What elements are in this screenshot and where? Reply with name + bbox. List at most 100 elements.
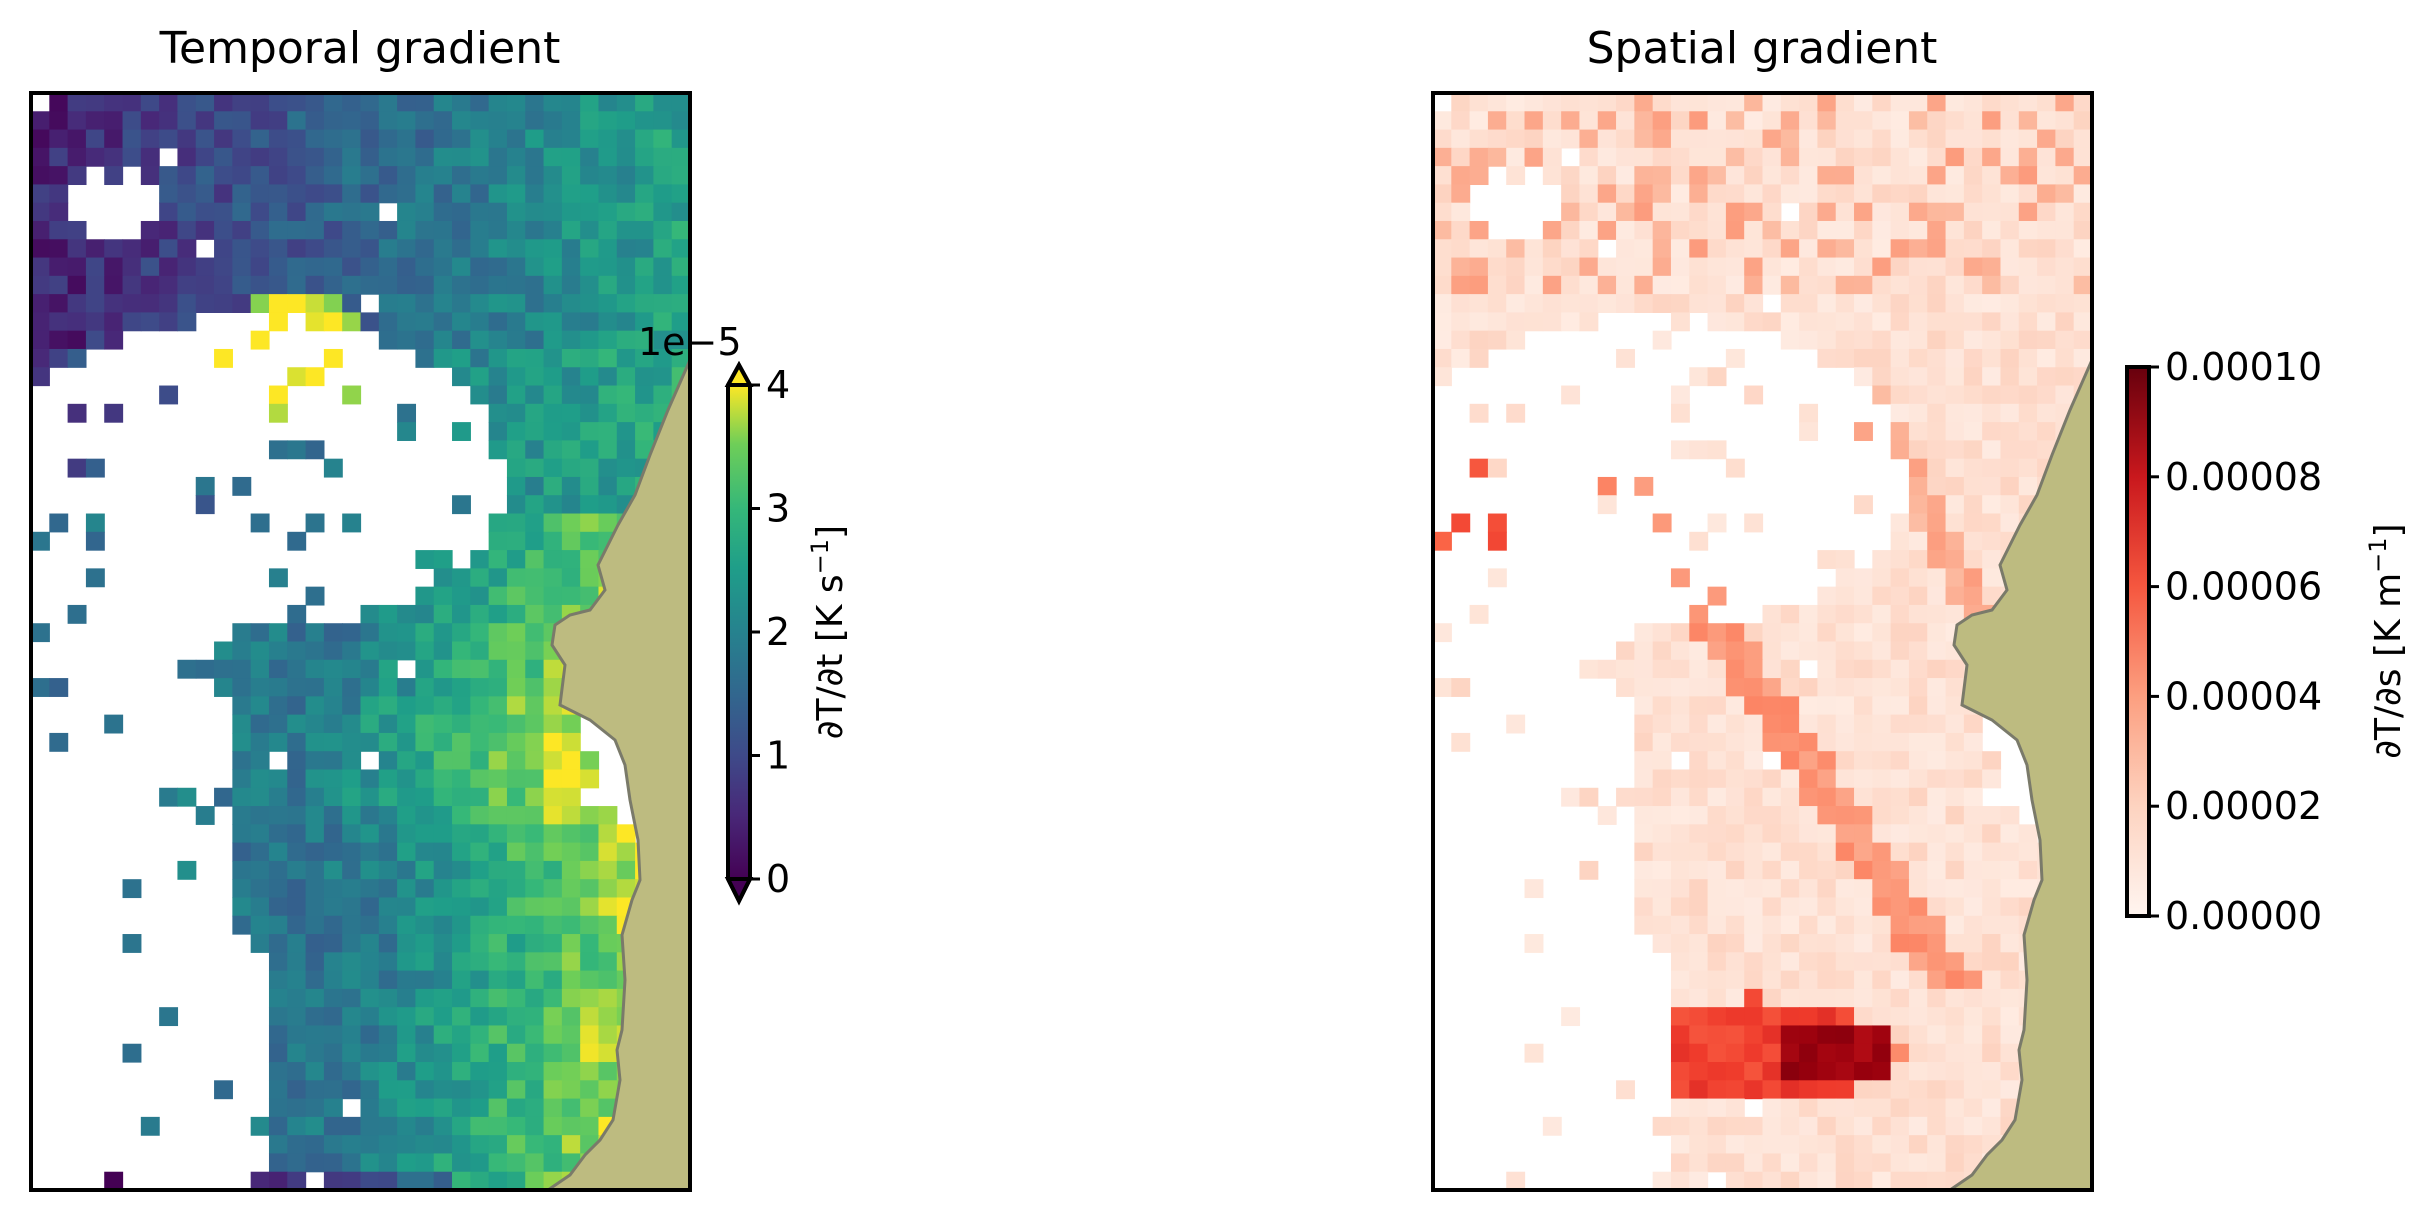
heatmap-cell (378, 787, 398, 807)
heatmap-cell (1854, 879, 1873, 899)
heatmap-cell (1854, 842, 1873, 862)
heatmap-cell (1927, 568, 1947, 588)
heatmap-cell (49, 513, 69, 533)
heatmap-cell (488, 934, 508, 953)
heatmap-cell (323, 294, 343, 313)
heatmap-cell (1945, 531, 1965, 551)
heatmap-cell (342, 1135, 362, 1155)
heatmap-cell (360, 714, 380, 734)
heatmap-cell (268, 202, 288, 222)
heatmap-cell (1854, 129, 1873, 149)
heatmap-cell (598, 970, 618, 990)
heatmap-cell (1542, 239, 1562, 259)
heatmap-cell (1872, 568, 1892, 588)
heatmap-cell (2055, 239, 2075, 259)
heatmap-cell (561, 202, 581, 222)
heatmap-cell (1963, 860, 1983, 880)
heatmap-cell (580, 915, 600, 935)
heatmap-cell (1744, 220, 1764, 240)
heatmap-cell (580, 1043, 600, 1063)
heatmap-cell (1854, 1062, 1873, 1081)
heatmap-cell (543, 275, 563, 295)
heatmap-cell (1963, 1025, 1983, 1045)
heatmap-cell (232, 476, 252, 496)
heatmap-cell (250, 678, 270, 697)
heatmap-cell (360, 970, 380, 990)
heatmap-cell (1927, 220, 1947, 240)
heatmap-cell (250, 220, 270, 240)
heatmap-cell (580, 166, 600, 186)
heatmap-cell (1725, 1135, 1745, 1155)
heatmap-cell (232, 714, 252, 734)
heatmap-cell (653, 367, 673, 387)
heatmap-cell (580, 1062, 600, 1081)
heatmap-cell (305, 586, 325, 606)
heatmap-cell (488, 1171, 508, 1190)
heatmap-cell (287, 787, 307, 807)
heatmap-cell (140, 111, 160, 131)
heatmap-cell (635, 312, 654, 332)
heatmap-cell (525, 714, 545, 734)
heatmap-cell (1908, 513, 1928, 533)
heatmap-cell (1579, 787, 1599, 807)
heatmap-cell (1542, 275, 1562, 295)
heatmap-cell (1725, 1098, 1745, 1118)
heatmap-cell (1652, 641, 1672, 661)
heatmap-cell (1689, 129, 1709, 149)
heatmap-cell (287, 879, 307, 899)
heatmap-cell (415, 1098, 435, 1118)
heatmap-cell (488, 367, 508, 387)
heatmap-cell (1744, 970, 1764, 990)
heatmap-cell (635, 111, 654, 131)
heatmap-cell (1908, 403, 1928, 423)
heatmap-cell (49, 678, 69, 697)
heatmap-cell (488, 842, 508, 862)
heatmap-cell (1579, 220, 1599, 240)
heatmap-cell (140, 93, 160, 112)
heatmap-cell (1689, 934, 1709, 953)
heatmap-cell (2073, 184, 2092, 204)
heatmap-cell (580, 842, 600, 862)
heatmap-cell (1451, 294, 1471, 313)
heatmap-cell (2073, 93, 2092, 112)
heatmap-cell (397, 275, 417, 295)
heatmap-cell (433, 568, 453, 588)
heatmap-cell (1744, 1043, 1764, 1063)
heatmap-cell (31, 348, 50, 368)
heatmap-cell (1670, 934, 1690, 953)
heatmap-cell (378, 111, 398, 131)
heatmap-cell (1689, 751, 1709, 771)
heatmap-cell (2000, 184, 2020, 204)
heatmap-cell (2037, 202, 2056, 222)
heatmap-cell (543, 787, 563, 807)
heatmap-cell (1670, 1116, 1690, 1136)
heatmap-cell (1872, 659, 1892, 679)
heatmap-cell (1487, 275, 1507, 295)
heatmap-cell (1908, 440, 1928, 460)
heatmap-cell (580, 93, 600, 112)
heatmap-cell (49, 294, 69, 313)
heatmap-cell (415, 1171, 435, 1190)
heatmap-cell (1963, 147, 1983, 167)
heatmap-cell (268, 915, 288, 935)
heatmap-cell (415, 239, 435, 259)
heatmap-cell (543, 806, 563, 825)
heatmap-cell (1963, 879, 1983, 899)
heatmap-cell (598, 1080, 618, 1100)
heatmap-cell (31, 257, 50, 277)
heatmap-cell (1762, 257, 1782, 277)
heatmap-cell (1963, 367, 1983, 387)
heatmap-cell (1652, 769, 1672, 789)
heatmap-cell (268, 879, 288, 899)
heatmap-cell (580, 970, 600, 990)
heatmap-cell (470, 952, 490, 972)
heatmap-cell (360, 1025, 380, 1045)
heatmap-cell (67, 294, 87, 313)
heatmap-cell (2000, 1080, 2020, 1100)
heatmap-cell (1652, 860, 1672, 880)
heatmap-cell (1744, 93, 1764, 112)
heatmap-cell (268, 769, 288, 789)
heatmap-cell (488, 257, 508, 277)
heatmap-cell (1982, 330, 2002, 350)
heatmap-cell (1963, 385, 1983, 405)
